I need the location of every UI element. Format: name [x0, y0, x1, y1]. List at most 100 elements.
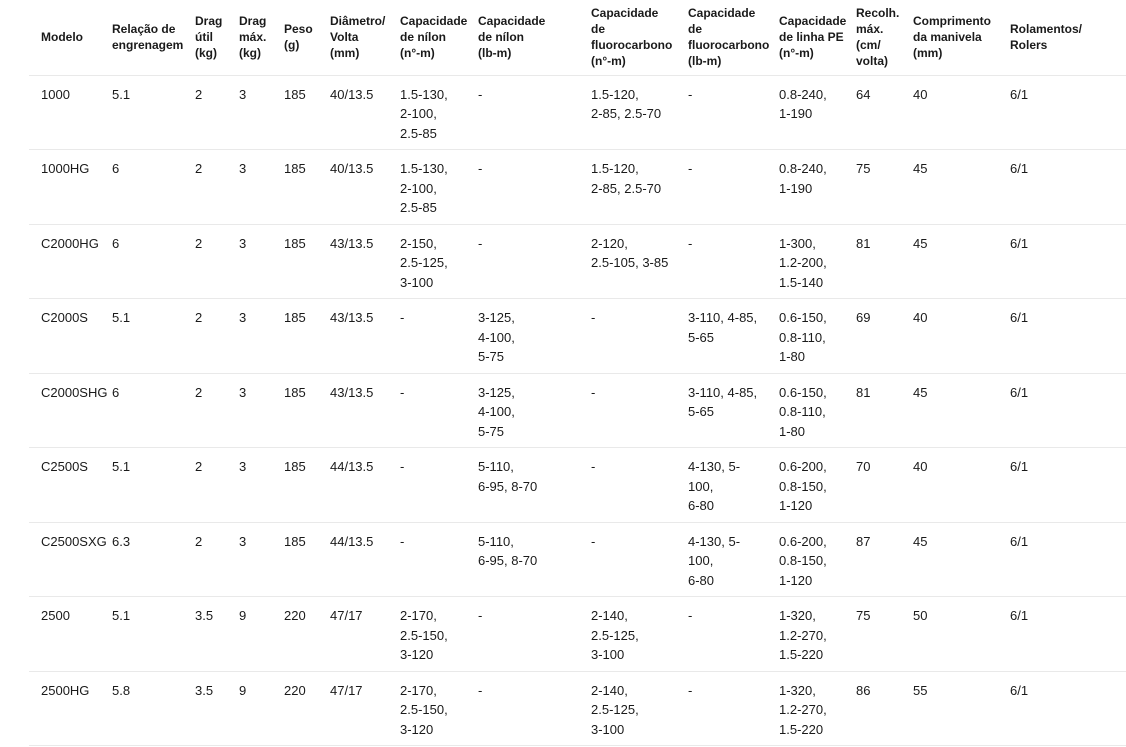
column-header-drag-max: Drag máx. (kg): [227, 0, 272, 76]
cell-comprimento-manivela: 50: [901, 596, 998, 672]
cell-cap-nilon-n: -: [388, 373, 466, 448]
cell-modelo: 2500HG: [29, 671, 100, 746]
cell-drag-max: 3: [227, 149, 272, 225]
cell-modelo: 2500: [29, 596, 100, 672]
cell-diametro-volta: 40/13.5: [318, 75, 388, 150]
cell-cap-fluoro-lb: -: [676, 224, 767, 299]
column-header-cap-nilon-n: Capacidade de nílon (n°-m): [388, 0, 467, 76]
cell-drag-util: 2: [183, 149, 227, 225]
cell-cap-nilon-n: 1.5-130, 2-100, 2.5-85: [388, 149, 466, 225]
cell-relacao-engrenagem: 6.3: [100, 522, 183, 597]
cell-relacao-engrenagem: 5.8: [100, 671, 183, 746]
cell-cap-nilon-lb: 3-125, 4-100, 5-75: [466, 373, 579, 448]
cell-cap-linha-pe: 0.6-150, 0.8-110, 1-80: [767, 373, 844, 448]
cell-comprimento-manivela: 55: [901, 671, 998, 746]
cell-rolamentos: 6/1: [998, 298, 1126, 374]
cell-modelo: C2500S: [29, 447, 100, 523]
cell-cap-fluoro-n: -: [579, 373, 676, 448]
cell-cap-nilon-n: 2-170, 2.5-150, 3-120: [388, 596, 466, 672]
cell-modelo: C2000S: [29, 298, 100, 374]
specs-table: Modelo Relação de engrenagem Drag útil (…: [29, 0, 1126, 746]
cell-relacao-engrenagem: 6: [100, 224, 183, 299]
cell-recolh-max: 87: [844, 522, 901, 597]
table-row: 1000 5.1 2 3 185 40/13.5 1.5-130, 2-100, 2.5-8…: [29, 75, 1126, 150]
cell-cap-fluoro-lb: -: [676, 75, 767, 150]
specs-table-body: 1000 5.1 2 3 185 40/13.5 1.5-130, 2-100, 2.5-8…: [29, 75, 1126, 746]
cell-diametro-volta: 43/13.5: [318, 298, 388, 374]
cell-diametro-volta: 43/13.5: [318, 224, 388, 299]
column-header-peso: Peso (g): [272, 0, 318, 76]
cell-peso: 185: [272, 298, 318, 374]
cell-diametro-volta: 47/17: [318, 671, 388, 746]
cell-modelo: C2000HG: [29, 224, 100, 299]
cell-diametro-volta: 43/13.5: [318, 373, 388, 448]
cell-recolh-max: 64: [844, 75, 901, 150]
cell-comprimento-manivela: 45: [901, 224, 998, 299]
cell-cap-fluoro-n: -: [579, 447, 676, 523]
cell-peso: 185: [272, 75, 318, 150]
cell-drag-max: 3: [227, 298, 272, 374]
cell-cap-nilon-lb: 3-125, 4-100, 5-75: [466, 298, 579, 374]
cell-drag-util: 2: [183, 447, 227, 523]
cell-peso: 185: [272, 224, 318, 299]
cell-rolamentos: 6/1: [998, 373, 1126, 448]
cell-rolamentos: 6/1: [998, 671, 1126, 746]
column-header-comprimento-manivela: Comprimento da manivela (mm): [901, 0, 998, 76]
cell-drag-util: 3.5: [183, 671, 227, 746]
cell-peso: 185: [272, 149, 318, 225]
cell-cap-fluoro-lb: -: [676, 149, 767, 225]
cell-cap-fluoro-lb: -: [676, 671, 767, 746]
cell-cap-fluoro-n: 2-120, 2.5-105, 3-85: [579, 224, 676, 299]
column-header-cap-nilon-lb: Capacidade de nílon (lb-m): [466, 0, 579, 76]
cell-rolamentos: 6/1: [998, 149, 1126, 225]
table-row: 1000HG 6 2 3 185 40/13.5 1.5-130, 2-100, 2.5-8…: [29, 149, 1126, 225]
cell-modelo: 1000: [29, 75, 100, 150]
cell-peso: 185: [272, 447, 318, 523]
cell-drag-max: 9: [227, 671, 272, 746]
cell-drag-max: 3: [227, 224, 272, 299]
table-header: Modelo Relação de engrenagem Drag útil (…: [29, 0, 1126, 76]
cell-relacao-engrenagem: 6: [100, 149, 183, 225]
cell-recolh-max: 75: [844, 596, 901, 672]
cell-drag-max: 9: [227, 596, 272, 672]
cell-cap-fluoro-n: -: [579, 298, 676, 374]
cell-recolh-max: 69: [844, 298, 901, 374]
column-header-cap-linha-pe: Capacidade de linha PE (n°-m): [767, 0, 846, 76]
table-row: C2500S 5.1 2 3 185 44/13.5-5-110, 6-95, 8-70-…: [29, 447, 1126, 523]
cell-cap-nilon-lb: -: [466, 75, 579, 150]
cell-drag-util: 2: [183, 522, 227, 597]
cell-recolh-max: 70: [844, 447, 901, 523]
cell-drag-max: 3: [227, 447, 272, 523]
cell-cap-linha-pe: 0.8-240, 1-190: [767, 75, 844, 150]
cell-relacao-engrenagem: 5.1: [100, 298, 183, 374]
cell-peso: 185: [272, 522, 318, 597]
cell-comprimento-manivela: 45: [901, 373, 998, 448]
column-header-diametro-volta: Diâmetro/ Volta (mm): [318, 0, 388, 76]
cell-recolh-max: 81: [844, 224, 901, 299]
cell-cap-nilon-lb: -: [466, 671, 579, 746]
cell-cap-nilon-lb: 5-110, 6-95, 8-70: [466, 447, 579, 523]
cell-drag-util: 2: [183, 298, 227, 374]
cell-cap-linha-pe: 0.6-200, 0.8-150, 1-120: [767, 447, 844, 523]
cell-modelo: C2000SHG: [29, 373, 107, 448]
cell-cap-fluoro-lb: 3-110, 4-85, 5-65: [676, 373, 767, 448]
cell-diametro-volta: 44/13.5: [318, 522, 388, 597]
cell-rolamentos: 6/1: [998, 522, 1126, 597]
cell-cap-nilon-n: 2-170, 2.5-150, 3-120: [388, 671, 466, 746]
cell-relacao-engrenagem: 5.1: [100, 75, 183, 150]
cell-peso: 185: [272, 373, 318, 448]
table-row: C2000SHG 6 2 3 185 43/13.5-3-125, 4-100, 5-75…: [29, 373, 1126, 448]
cell-diametro-volta: 40/13.5: [318, 149, 388, 225]
cell-cap-fluoro-n: 1.5-120, 2-85, 2.5-70: [579, 75, 676, 150]
cell-recolh-max: 81: [844, 373, 901, 448]
table-row: 2500 5.1 3.5 9 220 47/17 2-170, 2.5-150, 3-120…: [29, 596, 1126, 672]
cell-diametro-volta: 44/13.5: [318, 447, 388, 523]
cell-rolamentos: 6/1: [998, 596, 1126, 672]
cell-cap-nilon-lb: -: [466, 596, 579, 672]
cell-drag-util: 2: [183, 373, 227, 448]
column-header-drag-util: Drag útil (kg): [183, 0, 227, 76]
cell-peso: 220: [272, 671, 318, 746]
table-row: C2500SXG 6.3 2 3 185 44/13.5-5-110, 6-95, 8-7…: [29, 522, 1126, 597]
column-header-relacao-engrenagem: Relação de engrenagem: [100, 0, 183, 76]
